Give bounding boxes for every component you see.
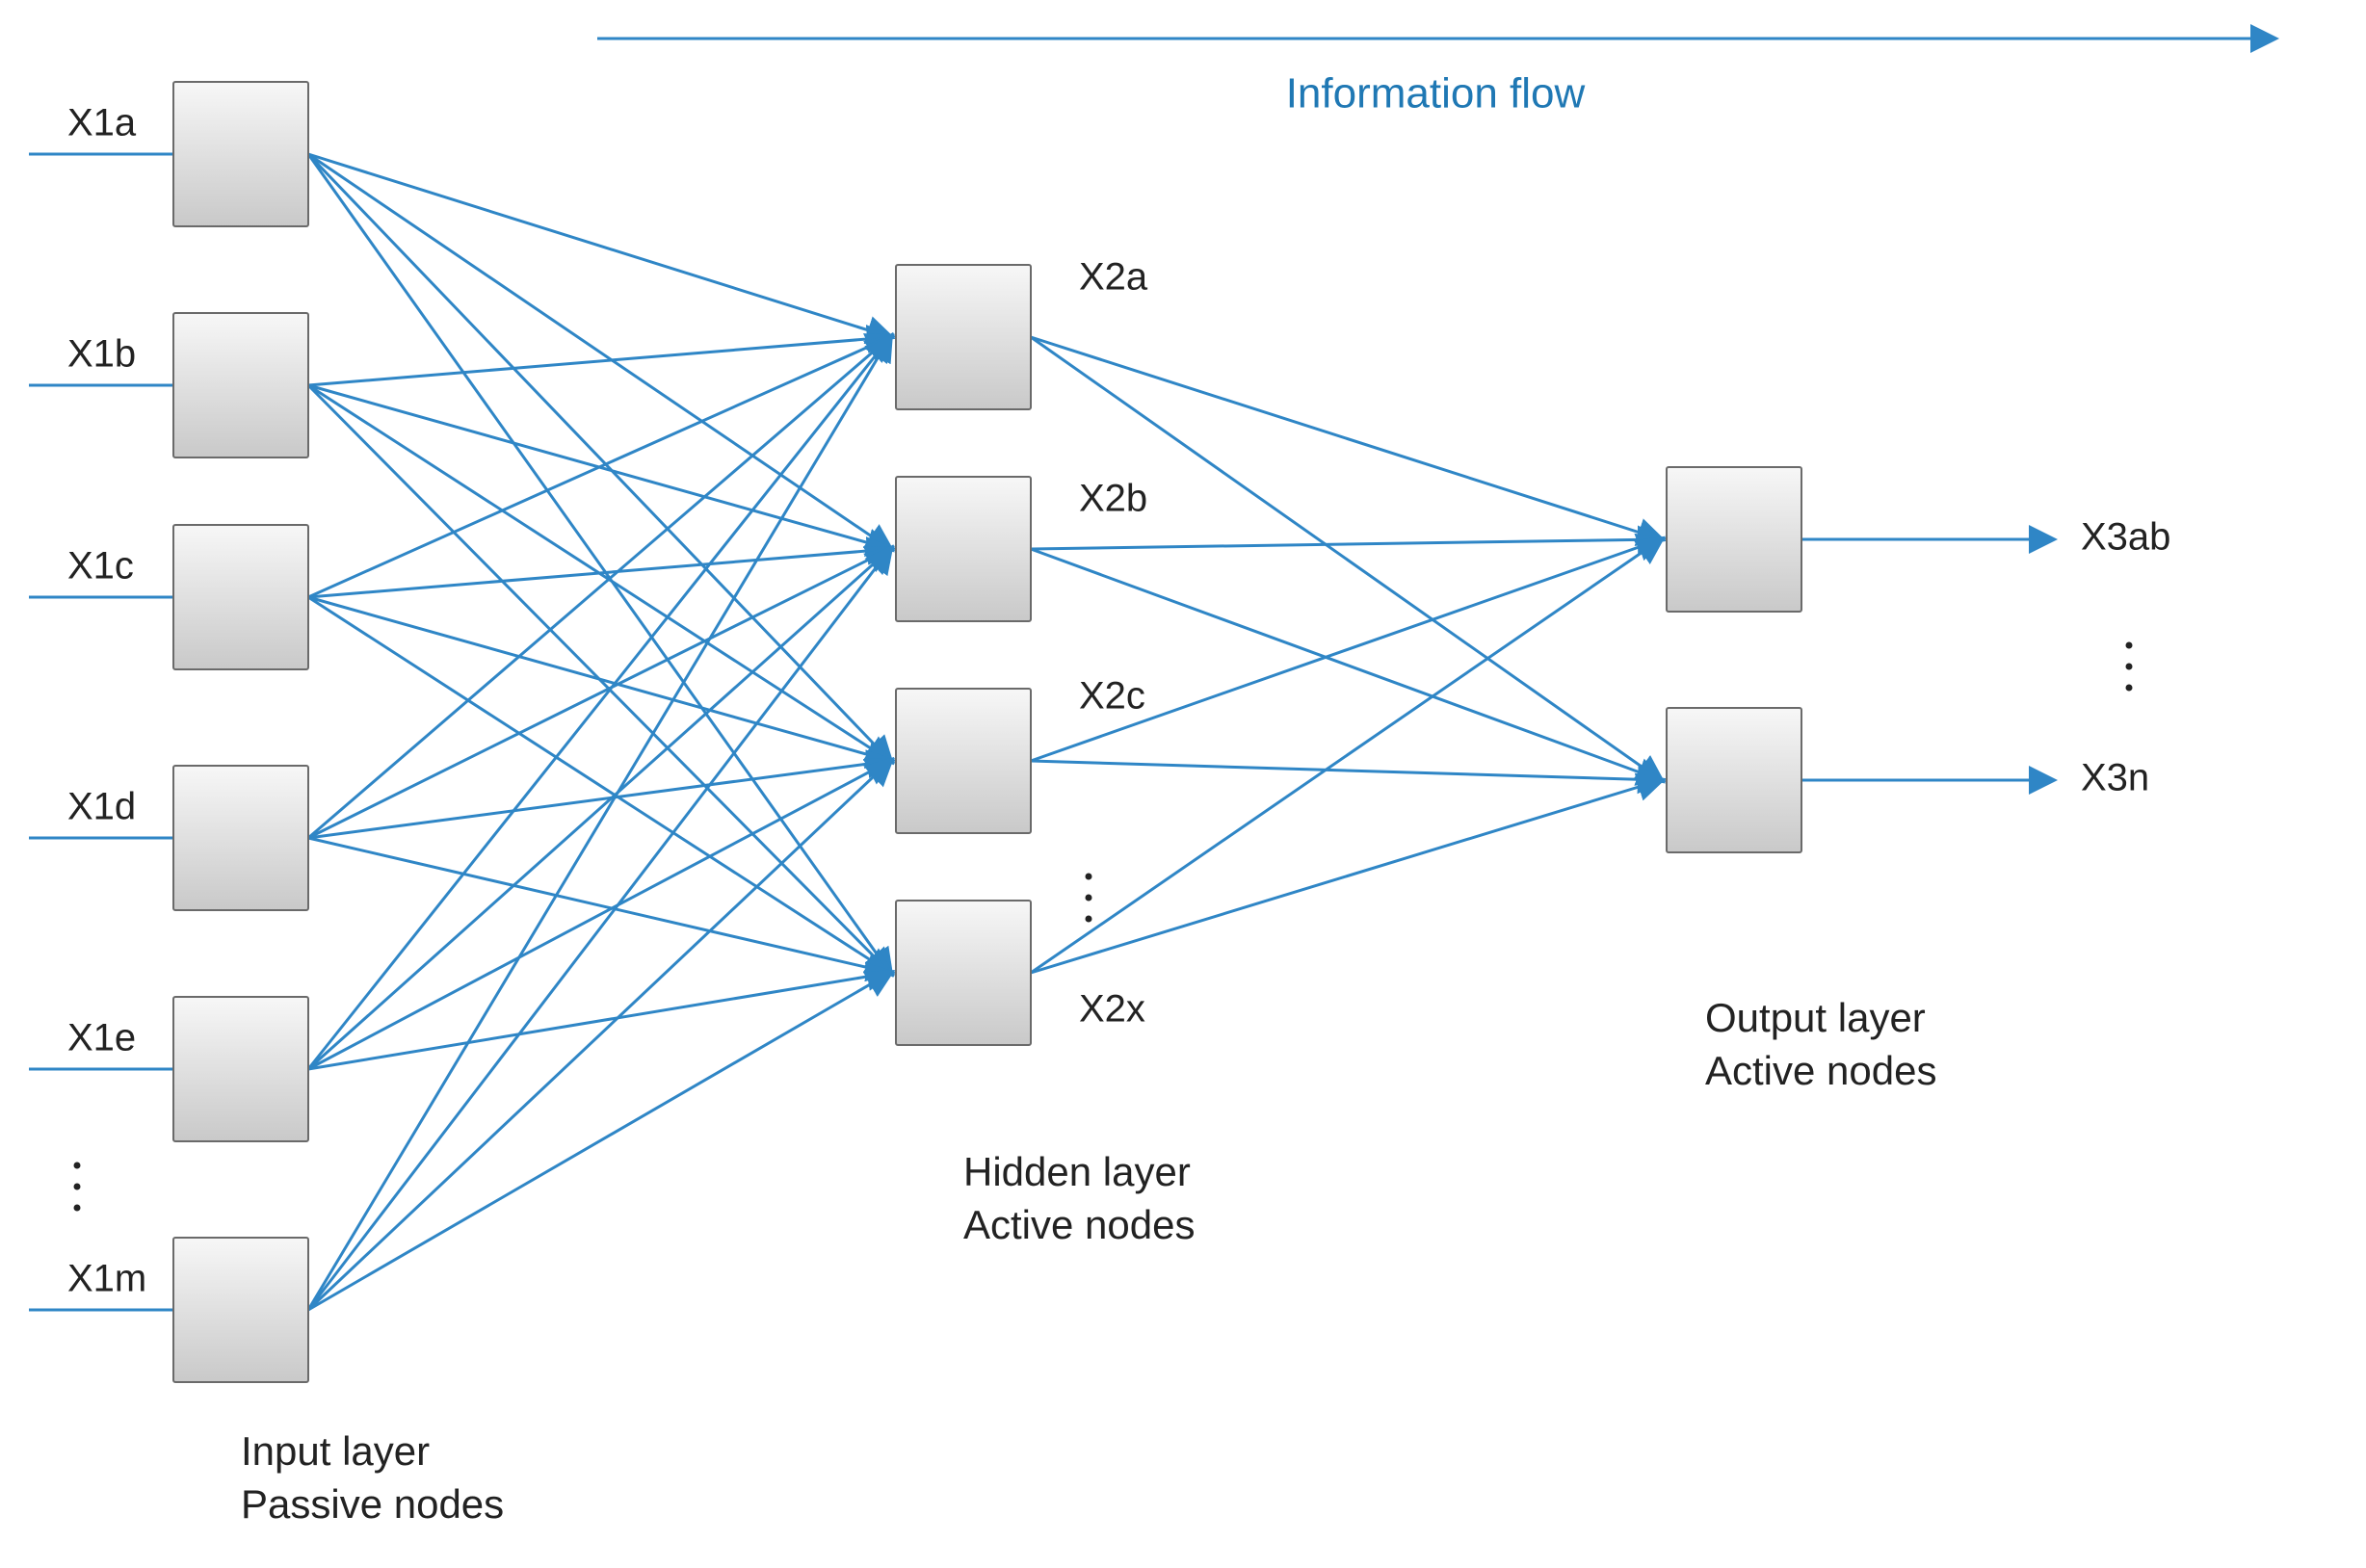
node-X2a [896, 265, 1031, 409]
label-X1m: X1m [67, 1258, 146, 1300]
edge-X1d-X2c [308, 761, 890, 838]
node-X1c [173, 525, 308, 669]
edge-X1c-X2b [308, 549, 890, 597]
node-X1a [173, 82, 308, 226]
label-X1a: X1a [67, 102, 137, 144]
node-X1m [173, 1238, 308, 1382]
hidden-title-line1: Hidden layer [963, 1149, 1191, 1194]
input-title-line2: Passive nodes [241, 1481, 504, 1527]
node-X1d [173, 766, 308, 910]
edge-X2x-X3n [1031, 780, 1661, 973]
input-ellipsis [74, 1163, 81, 1212]
label-X1e: X1e [67, 1017, 136, 1059]
edge-X2x-X3ab [1031, 539, 1661, 973]
node-X1e [173, 997, 308, 1141]
label-X1d: X1d [67, 786, 136, 828]
edge-X1m-X2b [308, 549, 890, 1310]
labels-group: Information flow X1a X1b X1c X1d X1e X1m X2a X2b… [67, 39, 2274, 1527]
edge-X2c-X3ab [1031, 539, 1661, 761]
node-X2c [896, 689, 1031, 833]
output-title-line2: Active nodes [1705, 1048, 1936, 1093]
edge-X1d-X2b [308, 549, 890, 838]
output-title-line1: Output layer [1705, 995, 1926, 1040]
edge-X1e-X2x [308, 973, 890, 1069]
label-X2b: X2b [1079, 478, 1147, 520]
label-X2x: X2x [1079, 988, 1145, 1031]
hidden-ellipsis [1086, 874, 1092, 923]
information-flow-label: Information flow [1286, 70, 1586, 118]
label-X2a: X2a [1079, 256, 1148, 299]
edge-X1a-X2b [308, 154, 890, 549]
edge-X1a-X2x [308, 154, 890, 973]
edge-X1d-X2a [308, 337, 890, 838]
edge-X1m-X2a [308, 337, 890, 1310]
edge-X2b-X3n [1031, 549, 1661, 780]
node-X2b [896, 477, 1031, 621]
edge-X1m-X2c [308, 761, 890, 1310]
neural-network-diagram: Information flow X1a X1b X1c X1d X1e X1m X2a X2b… [0, 0, 2366, 1568]
label-X1b: X1b [67, 333, 136, 376]
label-X1c: X1c [67, 545, 134, 588]
output-ellipsis [2126, 642, 2133, 692]
node-X3n [1667, 708, 1801, 852]
input-lines-group [29, 154, 173, 1310]
label-X3ab: X3ab [2081, 516, 2170, 559]
edge-X1c-X2c [308, 597, 890, 761]
node-X3ab [1667, 467, 1801, 612]
label-X3n: X3n [2081, 757, 2149, 799]
node-X1b [173, 313, 308, 457]
edge-X1c-X2a [308, 337, 890, 597]
edge-X1d-X2x [308, 838, 890, 973]
hidden-title-line2: Active nodes [963, 1202, 1195, 1247]
label-X2c: X2c [1079, 675, 1145, 718]
output-lines-group [1801, 539, 2052, 780]
edge-X1e-X2b [308, 549, 890, 1069]
edge-X2b-X3ab [1031, 539, 1661, 549]
edge-X1b-X2a [308, 337, 890, 385]
input-title-line1: Input layer [241, 1428, 430, 1474]
edge-X2c-X3n [1031, 761, 1661, 780]
node-X2x [896, 901, 1031, 1045]
